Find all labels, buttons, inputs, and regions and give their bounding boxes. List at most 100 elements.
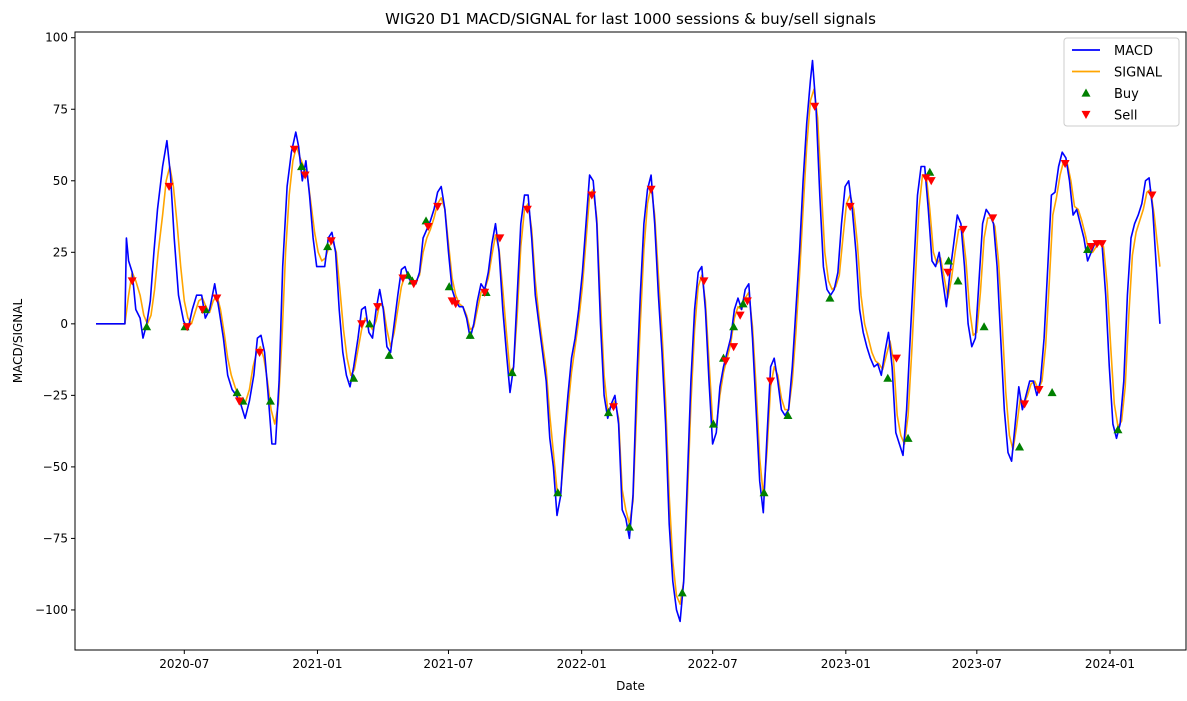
- buy-signal-marker: [1015, 442, 1025, 451]
- sell-signal-marker: [699, 277, 709, 286]
- buy-signal-marker: [1047, 388, 1057, 397]
- buy-signal-marker: [1113, 425, 1123, 434]
- y-tick-label: 50: [53, 174, 68, 188]
- buy-signal-marker: [444, 282, 454, 291]
- sell-signal-marker: [197, 305, 207, 315]
- sell-signal-marker: [495, 234, 505, 243]
- x-tick-label: 2020-07: [159, 657, 209, 671]
- buy-signal-marker: [421, 216, 431, 225]
- sell-signal-marker: [1147, 191, 1157, 200]
- macd-line: [96, 59, 1161, 623]
- sell-signal-marker: [409, 280, 419, 289]
- sell-signal-marker: [522, 205, 532, 214]
- buy-signal-marker: [759, 488, 769, 497]
- x-axis: 2020-07 2021-01 2021-07 2022-01 2022-07 2023-…: [159, 650, 1135, 671]
- sell-signal-marker: [127, 277, 137, 286]
- x-tick-label: 2023-07: [952, 657, 1002, 671]
- sell-signal-marker: [988, 214, 998, 223]
- x-axis-label: Date: [616, 679, 645, 693]
- buy-signal-marker: [365, 319, 375, 328]
- x-tick-label: 2021-01: [292, 657, 342, 671]
- sell-signal-marker: [234, 397, 244, 406]
- sell-signal-marker: [891, 354, 901, 363]
- buy-signal-marker: [553, 488, 563, 497]
- x-tick-label: 2022-07: [688, 657, 738, 671]
- buy-signal-marker: [708, 419, 718, 428]
- buy-signal-marker: [1083, 244, 1093, 254]
- buy-signal-marker: [783, 410, 793, 419]
- y-tick-label: −25: [43, 388, 68, 402]
- sell-signal-marker: [300, 171, 310, 180]
- sell-signal-marker: [1086, 242, 1096, 252]
- legend-label-signal: SIGNAL: [1114, 66, 1163, 81]
- sell-signal-marker: [480, 288, 490, 297]
- x-tick-label: 2021-07: [423, 657, 473, 671]
- sell-signal-marker: [1020, 400, 1030, 409]
- buy-signal-marker: [265, 396, 275, 405]
- y-tick-label: 100: [45, 31, 68, 45]
- buy-signal-marker: [925, 167, 935, 176]
- buy-signal-marker: [142, 322, 152, 331]
- sell-signal-marker: [926, 177, 936, 186]
- x-tick-label: 2024-01: [1085, 657, 1135, 671]
- x-tick-label: 2023-01: [821, 657, 871, 671]
- sell-signal-marker: [289, 145, 299, 154]
- legend-swatch-buy: [1081, 88, 1091, 97]
- sell-signal-marker: [742, 297, 752, 306]
- sell-signal-marker: [423, 222, 433, 232]
- sell-signal-marker: [1034, 386, 1044, 395]
- sell-signal-marker: [729, 343, 739, 352]
- buy-signal-marker: [465, 330, 475, 339]
- sell-signal-marker: [766, 377, 776, 386]
- sell-signal-marker: [357, 320, 367, 329]
- sell-signal-marker: [255, 348, 265, 357]
- legend: MACD SIGNAL Buy Sell: [1063, 37, 1180, 127]
- y-tick-label: −75: [43, 531, 68, 545]
- sell-signal-marker: [1060, 160, 1070, 169]
- sell-signal-marker: [373, 303, 383, 312]
- buy-signal-marker: [232, 388, 242, 397]
- buy-signal-marker: [944, 256, 954, 265]
- y-tick-label: 25: [53, 245, 68, 259]
- sell-signal-marker: [943, 268, 953, 277]
- buy-signal-marker: [979, 322, 989, 331]
- sell-signal-marker: [587, 191, 597, 200]
- sell-signal-marker: [921, 174, 931, 183]
- buy-signal-marker: [883, 373, 893, 382]
- sell-signal-marker: [1097, 240, 1107, 249]
- sell-signal-marker: [326, 237, 336, 246]
- sell-signal-marker: [958, 225, 968, 234]
- buy-signal-marker: [729, 322, 739, 331]
- y-tick-label: −100: [35, 603, 68, 617]
- buy-signal-marker: [825, 293, 835, 302]
- buy-signal-marker: [677, 588, 687, 597]
- sell-signal-marker: [212, 294, 222, 303]
- legend-label-buy: Buy: [1114, 87, 1139, 102]
- sell-signal-marker: [398, 274, 408, 283]
- buy-signal-marker: [323, 242, 333, 251]
- sell-signal-marker: [810, 102, 820, 111]
- buy-signal-marker: [903, 433, 913, 442]
- buy-signal-marker: [603, 408, 613, 417]
- y-axis-label: MACD/SIGNAL: [11, 299, 25, 384]
- buy-signal-marker: [507, 367, 517, 377]
- legend-label-sell: Sell: [1114, 109, 1137, 124]
- plot-area: [96, 59, 1161, 623]
- buy-signal-marker: [953, 276, 963, 285]
- sell-signal-marker: [735, 311, 745, 320]
- sell-signal-marker: [182, 323, 192, 332]
- sell-signal-marker: [845, 202, 855, 212]
- sell-signal-marker: [646, 185, 656, 194]
- sell-signal-marker: [608, 403, 618, 412]
- legend-swatch-sell: [1081, 110, 1091, 119]
- plot-frame: [74, 31, 1187, 651]
- sell-signal-marker: [433, 202, 443, 212]
- legend-box: [1063, 37, 1180, 127]
- y-tick-label: 75: [53, 102, 68, 116]
- buy-signal-marker: [624, 522, 634, 531]
- buy-signal-marker: [384, 350, 394, 359]
- y-tick-label: −50: [43, 460, 68, 474]
- sell-signal-marker: [451, 300, 461, 309]
